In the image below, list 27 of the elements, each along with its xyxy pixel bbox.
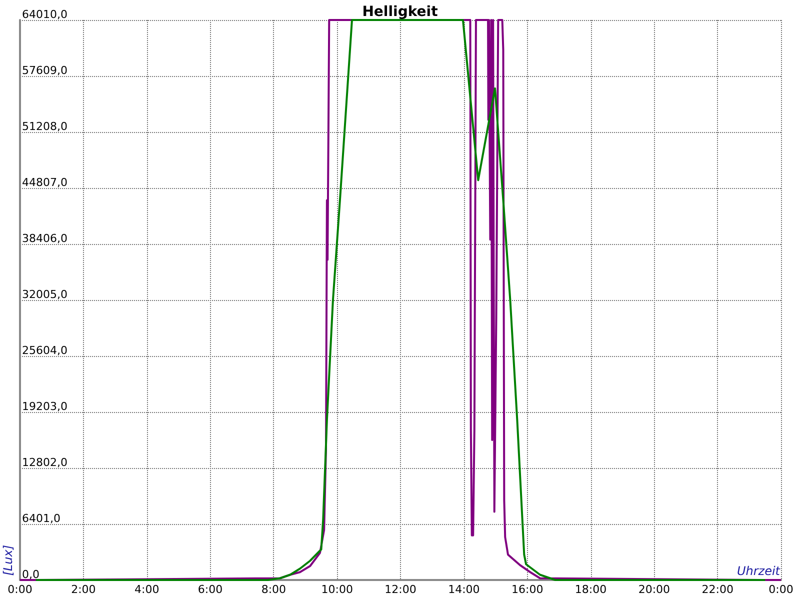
y-tick-label: 38406,0 [22,232,68,245]
x-tick-label: 2:00 [71,583,96,596]
y-tick-label: 12802,0 [22,456,68,469]
x-tick-label: 14:00 [448,583,480,596]
y-tick-label: 25604,0 [22,344,68,357]
x-tick-label: 18:00 [574,583,607,596]
y-tick-label: 57609,0 [22,64,68,77]
x-tick-label: 16:00 [511,583,544,596]
y-tick-label: 6401,0 [22,512,60,525]
x-tick-label: 8:00 [261,583,286,596]
x-tick-label: 6:00 [198,583,223,596]
x-tick-label: 12:00 [384,583,416,596]
x-tick-label: 10:00 [321,583,353,596]
y-tick-label: 32005,0 [22,288,68,301]
x-tick-label: 20:00 [638,583,670,596]
x-tick-label: 22:00 [702,583,734,596]
chart-title: Helligkeit [362,4,438,20]
y-tick-label: 51208,0 [22,120,68,133]
y-axis-title: [Lux] [1,544,15,576]
y-tick-label: 19203,0 [22,400,68,413]
x-axis-title: Uhrzeit [736,564,782,578]
x-tick-label: 4:00 [134,583,160,596]
x-tick-label: 0:00 [8,583,32,596]
x-tick-label: 0:00 [768,583,794,596]
y-tick-label: 44807,0 [22,176,68,189]
y-tick-label: 0,0 [22,568,40,581]
y-tick-label: 64010,0 [22,8,68,21]
